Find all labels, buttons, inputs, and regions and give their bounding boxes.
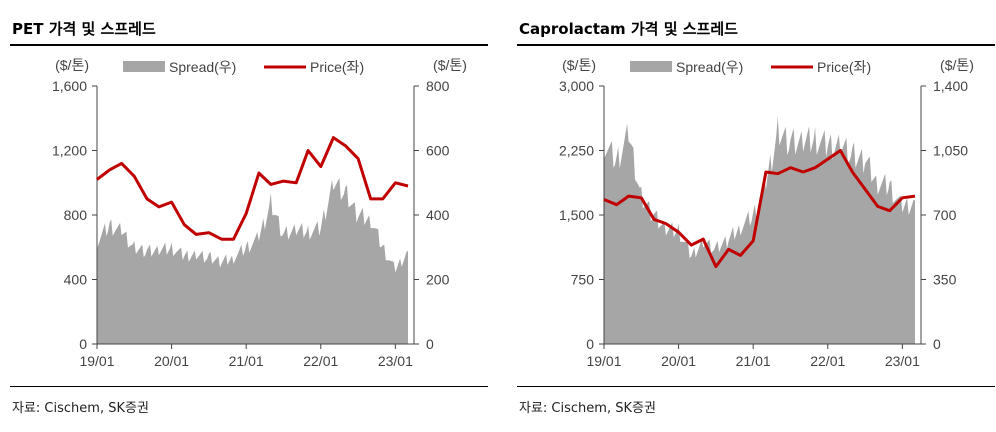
left-tick-label: 2,250 bbox=[559, 143, 594, 159]
footer-rule bbox=[517, 386, 995, 387]
caprolactam-chart: 0 750 1,500 2,250 3,000 0 350 700 1,050 1,400 19/0… bbox=[559, 57, 974, 369]
left-tick-label: 1,600 bbox=[52, 78, 87, 94]
left-tick-label: 400 bbox=[64, 272, 88, 288]
spread-area bbox=[604, 116, 915, 344]
legend: Spread(우) Price(좌) bbox=[123, 59, 364, 75]
left-tick-label: 0 bbox=[79, 336, 87, 352]
right-tick-label: 700 bbox=[933, 207, 957, 223]
price-line bbox=[603, 149, 916, 269]
left-unit-label: ($/톤) bbox=[562, 57, 596, 73]
title-rule bbox=[517, 44, 995, 46]
left-tick-label: 1,200 bbox=[52, 143, 87, 159]
chart-panel-caprolactam: Caprolactam 가격 및 스프레드 0 750 1,500 2,250 3,00… bbox=[517, 0, 995, 432]
right-tick-label: 800 bbox=[426, 78, 450, 94]
x-tick-label: 23/01 bbox=[885, 353, 920, 369]
right-tick-label: 0 bbox=[426, 336, 434, 352]
right-tick-label: 0 bbox=[933, 336, 941, 352]
x-tick-label: 19/01 bbox=[79, 353, 114, 369]
chart-title: Caprolactam 가격 및 스프레드 bbox=[519, 20, 738, 38]
x-tick-label: 20/01 bbox=[154, 353, 189, 369]
right-tick-label: 1,050 bbox=[933, 143, 968, 159]
legend-label-spread: Spread(우) bbox=[676, 59, 743, 75]
pet-chart: 0 400 800 1,200 1,600 0 200 400 600 800 19/01 20/01… bbox=[52, 57, 467, 369]
left-tick-label: 750 bbox=[571, 272, 595, 288]
x-tick-label: 23/01 bbox=[378, 353, 413, 369]
right-unit-label: ($/톤) bbox=[940, 57, 974, 73]
right-tick-label: 400 bbox=[426, 207, 450, 223]
right-tick-label: 600 bbox=[426, 143, 450, 159]
left-unit-label: ($/톤) bbox=[55, 57, 89, 73]
legend-swatch-spread bbox=[123, 61, 165, 72]
x-tick-label: 20/01 bbox=[661, 353, 696, 369]
x-tick-label: 21/01 bbox=[736, 353, 771, 369]
left-tick-label: 800 bbox=[64, 207, 88, 223]
legend-swatch-spread bbox=[630, 61, 672, 72]
left-tick-label: 0 bbox=[586, 336, 594, 352]
legend-label-spread: Spread(우) bbox=[169, 59, 236, 75]
x-tick-label: 21/01 bbox=[229, 353, 264, 369]
left-tick-label: 1,500 bbox=[559, 207, 594, 223]
right-unit-label: ($/톤) bbox=[433, 57, 467, 73]
legend-label-price: Price(좌) bbox=[817, 59, 871, 75]
footer-rule bbox=[10, 386, 488, 387]
x-tick-label: 22/01 bbox=[810, 353, 845, 369]
price-line bbox=[96, 136, 409, 241]
right-tick-label: 1,400 bbox=[933, 78, 968, 94]
source-note: 자료: Cischem, SK증권 bbox=[519, 401, 656, 416]
source-note: 자료: Cischem, SK증권 bbox=[12, 401, 149, 416]
chart-panel-pet: PET 가격 및 스프레드 0 400 800 1,200 1,600 0 200 400 60… bbox=[10, 0, 488, 432]
legend-label-price: Price(좌) bbox=[310, 59, 364, 75]
title-rule bbox=[10, 44, 488, 46]
chart-title: PET 가격 및 스프레드 bbox=[12, 20, 156, 38]
left-tick-label: 3,000 bbox=[559, 78, 594, 94]
legend: Spread(우) Price(좌) bbox=[630, 59, 871, 75]
right-tick-label: 350 bbox=[933, 272, 957, 288]
x-tick-label: 19/01 bbox=[586, 353, 621, 369]
x-tick-label: 22/01 bbox=[303, 353, 338, 369]
right-tick-label: 200 bbox=[426, 272, 450, 288]
spread-area bbox=[97, 177, 408, 344]
